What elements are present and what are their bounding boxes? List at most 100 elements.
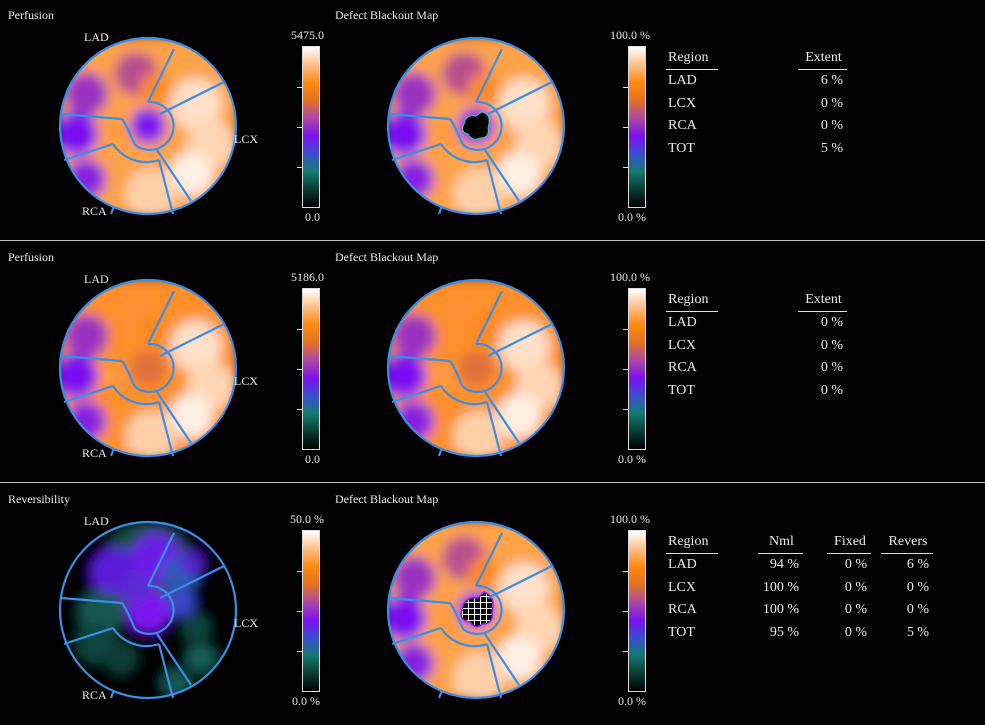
territory-boundary <box>60 596 123 605</box>
value-cell: 6 % <box>906 557 929 572</box>
territory-boundary <box>60 112 123 121</box>
territory-boundary <box>485 401 503 457</box>
territory-boundary <box>156 391 192 444</box>
territory-boundary <box>159 565 225 599</box>
colorbar-tick <box>297 369 302 370</box>
left-scale-min: 0.0 <box>305 452 320 466</box>
right-scale-min: 0.0 % <box>618 694 646 708</box>
territory-boundary <box>391 626 442 646</box>
territory-boundary <box>121 602 137 630</box>
left-map-title: Perfusion <box>8 250 54 264</box>
territory-boundary <box>440 385 488 406</box>
territory-boundary <box>487 565 553 599</box>
territory-label-lad: LAD <box>84 30 109 44</box>
region-cell: LAD <box>668 557 697 572</box>
territory-boundary <box>484 391 520 444</box>
right-colorbar <box>623 288 646 450</box>
territory-boundary <box>388 354 451 363</box>
territory-boundary <box>134 342 175 394</box>
territory-boundary <box>147 48 175 103</box>
territory-boundary <box>134 100 175 152</box>
value-cell: 0 % <box>906 602 929 617</box>
territory-boundary <box>157 401 175 457</box>
territory-boundary <box>475 48 503 103</box>
panel-1: Perfusion Defect Blackout Map LAD LCX RCA 547… <box>0 0 985 241</box>
colorbar-tick <box>623 127 628 128</box>
territory-boundary <box>475 290 503 345</box>
value-cell: 95 % <box>769 624 799 640</box>
right-colorbar <box>623 46 646 208</box>
territory-label-rca: RCA <box>82 446 107 460</box>
value-cell: 94 % <box>769 557 799 572</box>
column-header: Fixed <box>834 534 866 549</box>
territory-boundary <box>63 626 114 646</box>
value-cell: 0 % <box>820 315 843 330</box>
territory-boundary <box>437 689 444 699</box>
territory-boundary <box>109 205 116 215</box>
colorbar-tick <box>297 167 302 168</box>
left-scale-max: 5186.0 <box>291 270 324 284</box>
territory-label-rca: RCA <box>82 688 107 702</box>
right-scale-max: 100.0 % <box>610 270 650 284</box>
value-cell: 0 % <box>906 579 929 595</box>
territory-boundary <box>388 596 451 605</box>
value-cell: 0 % <box>820 118 843 133</box>
colorbar-tick <box>623 369 628 370</box>
right-map-title: Defect Blackout Map <box>335 250 439 264</box>
colorbar-tick <box>297 651 302 652</box>
right-scale-min: 0.0 % <box>618 452 646 466</box>
colorbar-tick <box>623 611 628 612</box>
territory-boundary <box>462 100 503 152</box>
region-cell: LCX <box>668 579 696 595</box>
territory-boundary <box>121 118 137 146</box>
colorbar-tick <box>623 167 628 168</box>
colorbar-tick <box>623 409 628 410</box>
colorbar-tick <box>623 651 628 652</box>
right-scale-max: 100.0 % <box>610 28 650 42</box>
colorbar-tick <box>297 409 302 410</box>
territory-boundary <box>157 643 175 699</box>
header-underline <box>881 553 933 554</box>
region-cell: LCX <box>668 337 696 353</box>
header-underline <box>666 311 718 312</box>
region-cell: RCA <box>668 602 697 617</box>
panel-divider <box>0 240 985 241</box>
header-underline <box>666 553 718 554</box>
territory-boundary <box>109 447 116 457</box>
column-header: Region <box>668 292 709 307</box>
territory-label-lcx: LCX <box>234 374 258 388</box>
left-colorbar <box>297 288 320 450</box>
territory-boundary <box>121 360 137 388</box>
left-scale-max: 5475.0 <box>291 28 324 42</box>
territory-boundary <box>484 633 520 686</box>
region-cell: TOT <box>668 382 695 398</box>
right-scale-min: 0.0 % <box>618 210 646 224</box>
territory-boundary <box>437 205 444 215</box>
region-cell: RCA <box>668 360 697 375</box>
left-polar-map <box>56 34 240 223</box>
column-header: Nml <box>769 534 794 549</box>
right-scale-max: 100.0 % <box>610 512 650 526</box>
panel-3: Reversibility Defect Blackout Map LAD LCX RC… <box>0 484 985 725</box>
region-cell: TOT <box>668 140 695 156</box>
value-cell: 6 % <box>820 73 843 88</box>
territory-boundary <box>462 584 503 636</box>
left-polar-map <box>56 276 240 465</box>
territory-boundary <box>112 627 160 648</box>
value-cell: 100 % <box>762 602 799 617</box>
defect-blackout-map <box>384 276 568 465</box>
panel-2: Perfusion Defect Blackout Map LAD LCX RCA 518… <box>0 242 985 483</box>
territory-label-lcx: LCX <box>234 132 258 146</box>
colorbar-tick <box>623 329 628 330</box>
header-underline <box>827 553 871 554</box>
value-cell: 0 % <box>820 95 843 111</box>
left-map-title: Perfusion <box>8 8 54 22</box>
value-cell: 0 % <box>844 624 867 640</box>
territory-boundary <box>147 532 175 587</box>
colorbar-tick <box>623 87 628 88</box>
left-scale-max: 50.0 % <box>290 512 324 526</box>
value-cell: 0 % <box>844 579 867 595</box>
colorbar-tick <box>297 571 302 572</box>
territory-boundary <box>156 633 192 686</box>
territory-label-lad: LAD <box>84 514 109 528</box>
